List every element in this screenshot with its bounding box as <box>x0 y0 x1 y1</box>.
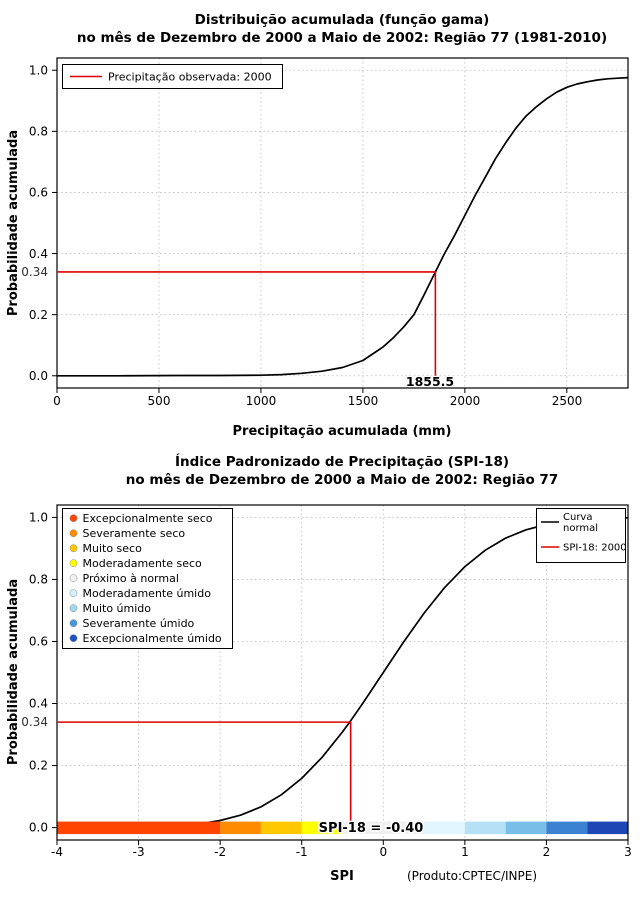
x-tick-label: 1500 <box>348 394 379 408</box>
category-label: Moderadamente seco <box>83 557 203 570</box>
y-tick-label: 0.6 <box>29 186 48 200</box>
category-label: Excepcionalmente seco <box>83 512 213 525</box>
product-credit: (Produto:CPTEC/INPE) <box>407 869 537 883</box>
legend-label: Precipitação observada: 2000 <box>108 71 272 84</box>
category-dot <box>69 514 78 523</box>
category-dot <box>69 604 78 613</box>
category-dot <box>69 589 78 598</box>
category-dot <box>69 634 78 643</box>
colorbar-segment <box>587 821 628 835</box>
category-dot <box>69 544 78 553</box>
spi-value-label: SPI-18 = -0.40 <box>319 821 424 836</box>
observed-probability-label: 0.34 <box>21 715 48 729</box>
x-tick-label: -2 <box>214 845 226 859</box>
legend-observed: Precipitação observada: 2000 <box>62 64 283 89</box>
chart-title-line2: no mês de Dezembro de 2000 a Maio de 200… <box>77 30 607 46</box>
legend-curves: Curva normal SPI-18: 2000 <box>536 508 627 563</box>
colorbar-segment <box>424 821 465 835</box>
observed-probability-label: 0.34 <box>21 265 48 279</box>
normal-curve-label-line2: normal <box>563 523 598 534</box>
x-tick-label: 2 <box>543 845 551 859</box>
x-axis-title: SPI <box>330 869 354 884</box>
colorbar-segment <box>301 821 343 835</box>
colorbar-segment <box>505 821 547 835</box>
chart-title-line1: Índice Padronizado de Precipitação (SPI-… <box>175 453 509 470</box>
x-tick-label: -4 <box>51 845 63 859</box>
x-tick-label: 1000 <box>246 394 277 408</box>
colorbar-segment <box>546 821 588 835</box>
plot-frame <box>56 57 629 389</box>
y-tick-label: 0.2 <box>29 759 48 773</box>
legend-box <box>536 508 626 563</box>
colorbar-segment <box>220 821 261 835</box>
x-tick-label: 0 <box>379 845 387 859</box>
observed-precip-label: 1855.5 <box>406 374 454 389</box>
y-tick-label: 0.4 <box>29 697 48 711</box>
y-tick-label: 1.0 <box>29 64 48 78</box>
category-dot <box>69 529 78 538</box>
category-label: Excepcionalmente úmido <box>83 632 222 645</box>
x-tick-label: 0 <box>53 394 61 408</box>
legend-box <box>62 508 233 649</box>
chart-title-line2: no mês de Dezembro de 2000 a Maio de 200… <box>126 472 558 488</box>
gamma-cdf-chart: Distribuição acumulada (função gama) no … <box>6 12 629 439</box>
category-dot <box>69 574 78 583</box>
y-tick-label: 0.2 <box>29 308 48 322</box>
plot-frame <box>56 504 629 841</box>
x-tick-label: -3 <box>133 845 145 859</box>
y-tick-label: 1.0 <box>29 511 48 525</box>
x-tick-label: 2000 <box>450 394 481 408</box>
colorbar-segment <box>342 821 425 835</box>
y-tick-label: 0.8 <box>29 125 48 139</box>
spi-overlay: Índice Padronizado de Precipitação (SPI-… <box>6 453 632 884</box>
category-dot <box>69 559 78 568</box>
colorbar-segment <box>57 821 221 835</box>
colorbar-segment <box>260 821 302 835</box>
category-label: Severamente seco <box>83 527 186 540</box>
gamma-plot-area <box>52 57 629 393</box>
y-axis-title: Probabilidade acumulada <box>6 579 21 765</box>
category-dot <box>69 619 78 628</box>
normal-curve-label-line1: Curva <box>563 512 592 523</box>
spi-line-label: SPI-18: 2000 <box>563 543 627 554</box>
gamma-cdf-curve <box>57 76 629 377</box>
spi-cdf-chart: Índice Padronizado de Precipitação (SPI-… <box>6 453 632 884</box>
category-label: Muito seco <box>83 542 143 555</box>
x-tick-label: -1 <box>296 845 308 859</box>
y-tick-label: 0.0 <box>29 821 48 835</box>
category-label: Muito úmido <box>83 602 152 615</box>
gamma-overlay: Distribuição acumulada (função gama) no … <box>6 12 607 439</box>
y-tick-label: 0.6 <box>29 635 48 649</box>
category-label: Próximo à normal <box>83 572 179 585</box>
x-tick-label: 2500 <box>552 394 583 408</box>
colorbar-segment <box>464 821 506 835</box>
y-tick-label: 0.0 <box>29 369 48 383</box>
category-label: Severamente úmido <box>83 617 195 630</box>
y-tick-label: 0.4 <box>29 247 48 261</box>
x-tick-label: 1 <box>461 845 469 859</box>
x-tick-label: 3 <box>624 845 632 859</box>
category-label: Moderadamente úmido <box>83 587 212 600</box>
y-axis-title: Probabilidade acumulada <box>6 130 21 316</box>
legend-spi-categories: Excepcionalmente seco Severamente seco M… <box>62 508 233 649</box>
x-tick-label: 500 <box>148 394 171 408</box>
chart-title-line1: Distribuição acumulada (função gama) <box>195 12 490 28</box>
y-tick-label: 0.8 <box>29 573 48 587</box>
x-axis-title: Precipitação acumulada (mm) <box>233 424 452 439</box>
